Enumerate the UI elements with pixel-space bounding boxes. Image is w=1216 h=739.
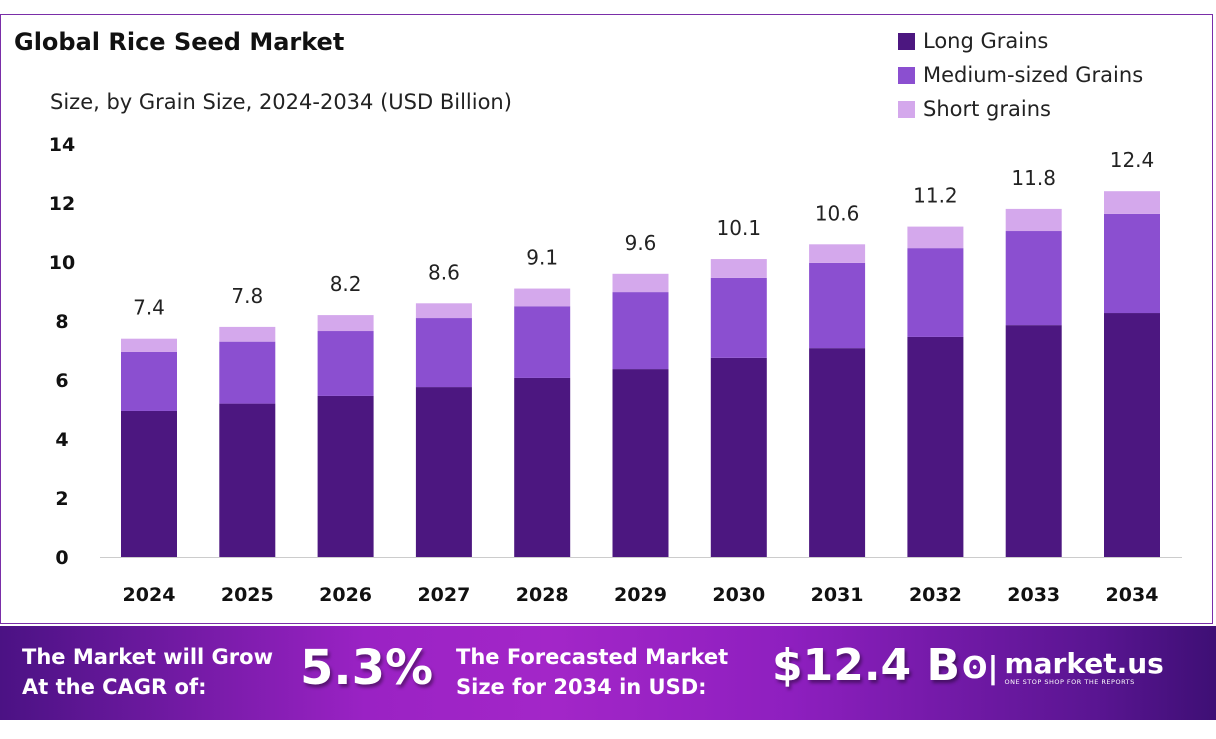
- bar-segment-medium-sized-grains: [1104, 213, 1160, 314]
- bar-segment-medium-sized-grains: [317, 331, 374, 396]
- data-label: 8.2: [330, 272, 362, 296]
- legend-swatch: [898, 32, 915, 50]
- y-tick-label: 10: [49, 252, 75, 274]
- bar-segment-medium-sized-grains: [710, 277, 767, 358]
- bar-segment-long-grains: [514, 377, 571, 557]
- bar-segment-short-grains: [317, 315, 374, 332]
- bar-segment-long-grains: [317, 395, 374, 557]
- data-label: 9.6: [625, 231, 657, 255]
- bar-segment-medium-sized-grains: [1005, 231, 1062, 326]
- y-tick-label: 12: [49, 193, 75, 215]
- legend-swatch: [898, 100, 915, 118]
- y-tick-label: 6: [55, 370, 68, 392]
- bar-segment-short-grains: [1005, 208, 1062, 232]
- data-label: 12.4: [1110, 148, 1155, 172]
- bar-segment-long-grains: [612, 369, 669, 557]
- bar-segment-long-grains: [1005, 325, 1062, 557]
- bar-segment-medium-sized-grains: [219, 341, 276, 404]
- bar-segment-short-grains: [809, 244, 866, 263]
- logo-icon: ʘ|: [962, 650, 999, 686]
- x-tick-label: 2028: [516, 584, 569, 606]
- bar-segment-short-grains: [219, 326, 276, 342]
- legend-item-medium: Medium-sized Grains: [898, 58, 1143, 92]
- bar-segment-long-grains: [121, 410, 177, 557]
- x-tick-label: 2031: [811, 584, 864, 606]
- bar-segment-long-grains: [219, 403, 276, 557]
- legend: Long Grains Medium-sized Grains Short gr…: [898, 24, 1143, 126]
- legend-item-long: Long Grains: [898, 24, 1143, 58]
- data-label: 9.1: [526, 246, 558, 270]
- data-label: 11.2: [913, 184, 958, 208]
- bar-segment-short-grains: [710, 259, 767, 278]
- bar-segment-short-grains: [514, 288, 571, 307]
- legend-swatch: [898, 66, 915, 84]
- data-label: 7.4: [133, 296, 165, 320]
- bar-segment-short-grains: [415, 303, 472, 319]
- data-label: 7.8: [231, 284, 263, 308]
- x-tick-label: 2027: [417, 584, 470, 606]
- cagr-label: The Market will Grow At the CAGR of:: [22, 645, 273, 699]
- x-tick-label: 2025: [221, 584, 274, 606]
- bar-segment-short-grains: [907, 226, 964, 249]
- bar-segment-long-grains: [710, 357, 767, 557]
- bar-segment-medium-sized-grains: [809, 262, 866, 349]
- bar-segment-short-grains: [612, 273, 669, 293]
- x-tick-label: 2034: [1106, 584, 1159, 606]
- x-tick-label: 2024: [123, 584, 176, 606]
- data-label: 8.6: [428, 260, 460, 284]
- banner: The Market will Grow At the CAGR of: 5.3%…: [0, 626, 1216, 720]
- data-label: 10.1: [717, 216, 762, 240]
- chart-subtitle: Size, by Grain Size, 2024-2034 (USD Bill…: [50, 90, 512, 114]
- chart-title: Global Rice Seed Market: [14, 28, 345, 56]
- x-tick-label: 2032: [909, 584, 962, 606]
- legend-item-short: Short grains: [898, 92, 1143, 126]
- y-tick-label: 14: [49, 134, 75, 156]
- bar-segment-medium-sized-grains: [514, 306, 571, 378]
- data-label: 11.8: [1011, 166, 1056, 190]
- bar-segment-long-grains: [907, 336, 964, 557]
- chart-frame: [0, 14, 1213, 624]
- y-tick-label: 8: [55, 311, 68, 333]
- bar-segment-short-grains: [1104, 191, 1160, 214]
- bar-segment-long-grains: [415, 387, 472, 557]
- bar-segment-long-grains: [809, 348, 866, 557]
- bar-segment-medium-sized-grains: [415, 318, 472, 388]
- y-tick-label: 2: [55, 488, 68, 510]
- bar-segment-medium-sized-grains: [121, 351, 177, 411]
- bar-segment-medium-sized-grains: [907, 248, 964, 337]
- forecast-label: The Forecasted Market Size for 2034 in US…: [456, 645, 729, 699]
- y-tick-label: 4: [55, 429, 68, 451]
- chart-plot: 0 2 4 6 8 10 12 14 7.4 2024 7.8 2025 8.2 2026 8.6 2027 9…: [49, 134, 1182, 606]
- data-label: 10.6: [815, 201, 860, 225]
- y-tick-label: 0: [55, 547, 68, 569]
- market-us-logo: ʘ| market.us ONE STOP SHOP FOR THE REPORT…: [962, 647, 1164, 687]
- bar-segment-medium-sized-grains: [612, 292, 669, 370]
- x-tick-label: 2026: [319, 584, 372, 606]
- x-tick-label: 2033: [1007, 584, 1060, 606]
- cagr-value: 5.3%: [300, 640, 434, 696]
- x-tick-label: 2029: [614, 584, 667, 606]
- forecast-value: $12.4 B: [772, 640, 961, 691]
- bar-segment-long-grains: [1104, 313, 1160, 557]
- x-tick-label: 2030: [712, 584, 765, 606]
- bar-segment-short-grains: [121, 338, 177, 352]
